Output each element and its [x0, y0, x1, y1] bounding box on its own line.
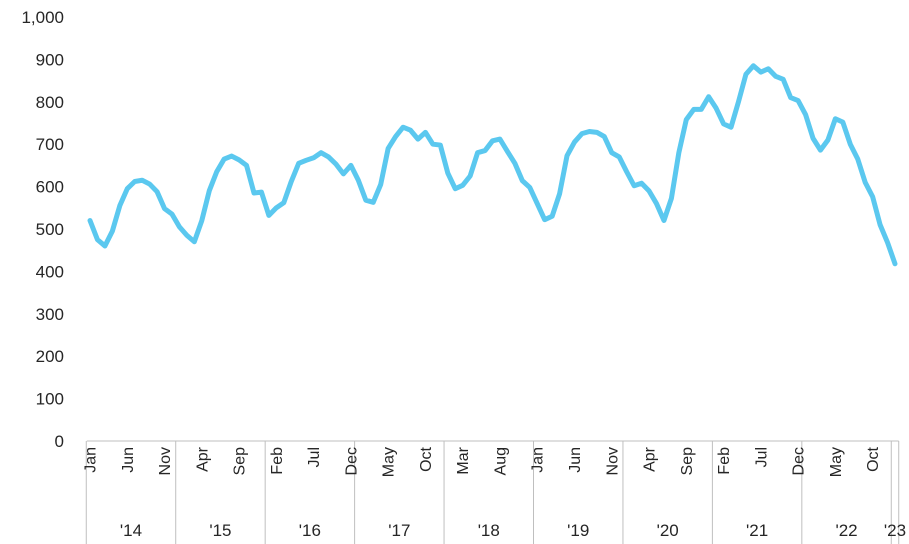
x-tick-label: Apr: [194, 446, 211, 472]
x-tick-label: Aug: [492, 447, 509, 475]
x-tick-label: Mar: [455, 446, 472, 474]
y-axis-tick-labels: 0 100 200 300 400 500 600 700 800 900 1,000: [21, 8, 64, 451]
y-tick-label: 500: [36, 220, 64, 239]
y-tick-label: 400: [36, 262, 64, 281]
y-tick-label: 300: [36, 305, 64, 324]
x-tick-label: Sep: [679, 447, 696, 476]
y-tick-label: 1,000: [21, 8, 64, 27]
year-label: '22: [835, 521, 857, 540]
y-tick-label: 900: [36, 50, 64, 69]
x-tick-label: Apr: [642, 446, 659, 472]
x-tick-label: Jun: [120, 447, 137, 473]
x-tick-label: Jul: [753, 447, 770, 467]
y-tick-label: 800: [36, 93, 64, 112]
series-line: [87, 63, 898, 267]
y-tick-label: 200: [36, 347, 64, 366]
year-label: '15: [209, 521, 231, 540]
x-tick-label: May: [828, 447, 845, 477]
x-axis: '14 '15 '16 '17 '18 '19 '20 '21 '22 '23 Jan Jun Nov A…: [83, 440, 906, 544]
x-tick-label: Nov: [604, 447, 621, 475]
series-group: [87, 63, 898, 267]
year-label: '19: [567, 521, 589, 540]
y-tick-label: 700: [36, 135, 64, 154]
x-tick-label: Feb: [716, 447, 733, 475]
year-label: '14: [120, 521, 142, 540]
year-label: '21: [746, 521, 768, 540]
x-tick-label: Feb: [269, 447, 286, 475]
y-tick-label: 0: [55, 432, 64, 451]
x-tick-label: Nov: [157, 447, 174, 475]
x-tick-label: May: [381, 447, 398, 477]
x-tick-label: Dec: [791, 447, 808, 475]
x-tick-label: Jan: [83, 447, 100, 473]
year-label: '18: [478, 521, 500, 540]
x-tick-label: Oct: [865, 446, 882, 471]
year-label: '16: [299, 521, 321, 540]
x-tick-label: Dec: [343, 447, 360, 475]
x-tick-label: Jan: [530, 447, 547, 473]
x-tick-label: Oct: [418, 446, 435, 471]
year-label: '17: [388, 521, 410, 540]
year-label: '20: [657, 521, 679, 540]
x-tick-label: Jul: [306, 447, 323, 467]
y-tick-label: 600: [36, 178, 64, 197]
x-tick-label: Jun: [567, 447, 584, 473]
year-label: '23: [884, 521, 906, 540]
x-tick-label: Sep: [232, 447, 249, 476]
y-tick-label: 100: [36, 390, 64, 409]
